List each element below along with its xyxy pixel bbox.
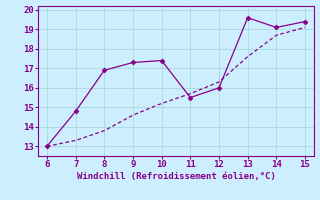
X-axis label: Windchill (Refroidissement éolien,°C): Windchill (Refroidissement éolien,°C) (76, 172, 276, 181)
